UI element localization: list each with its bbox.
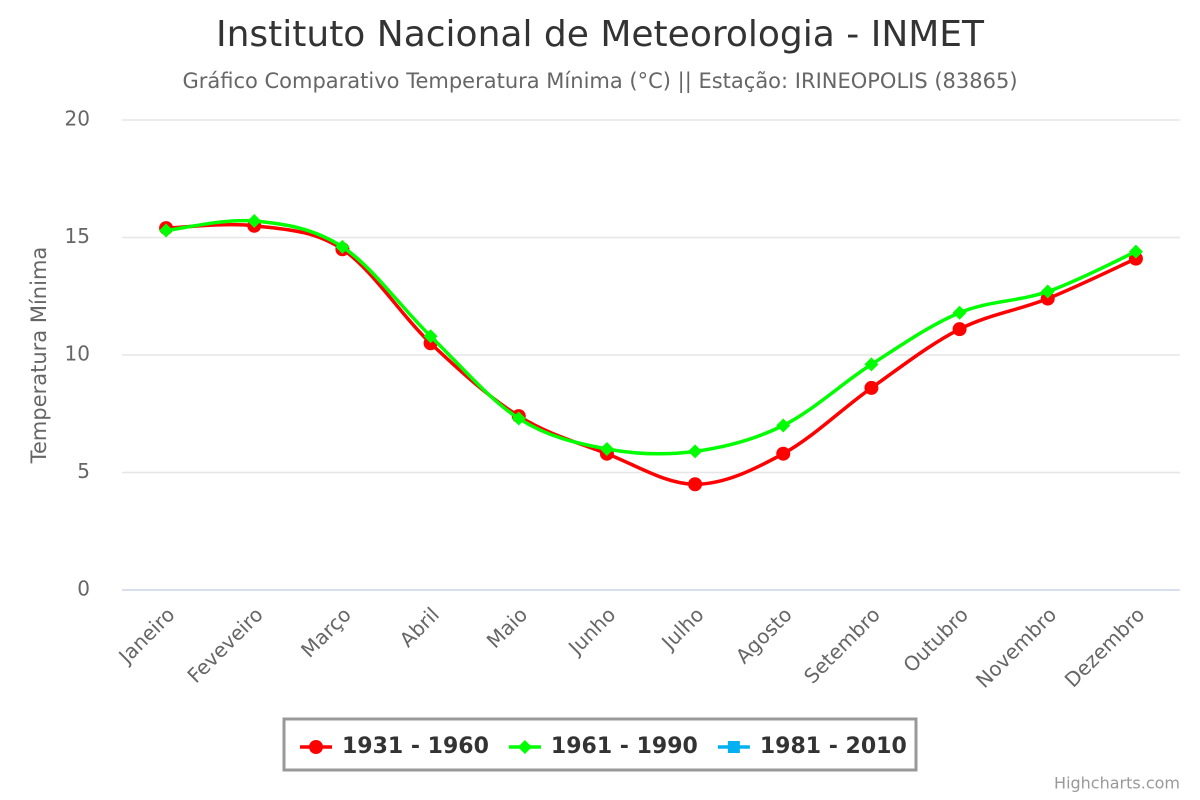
data-point [1040, 291, 1055, 306]
y-tick-label: 10 [65, 342, 90, 366]
y-tick-label: 20 [65, 107, 90, 131]
legend-symbol [309, 740, 323, 754]
data-point [247, 214, 262, 229]
data-point [952, 305, 967, 320]
x-tick-label: Dezembro [1060, 602, 1150, 692]
x-tick-label: Outubro [898, 602, 973, 677]
x-tick-label: Maio [482, 602, 532, 652]
legend-label[interactable]: 1961 - 1990 [551, 734, 698, 759]
data-point [335, 239, 350, 254]
data-point [688, 444, 703, 459]
x-tick-label: Agosto [731, 602, 797, 668]
x-tick-label: Julho [655, 602, 708, 655]
x-tick-label: Janeiro [113, 602, 180, 669]
legend-label[interactable]: 1981 - 2010 [760, 734, 907, 759]
data-point [511, 411, 526, 426]
y-tick-label: 5 [77, 459, 90, 483]
credits[interactable]: Highcharts.com [1054, 774, 1180, 793]
data-point [1128, 244, 1143, 259]
data-point [776, 446, 791, 461]
x-tick-label: Março [296, 602, 356, 662]
data-point [864, 380, 879, 395]
data-point [952, 322, 967, 337]
x-tick-label: Feveveiro [182, 602, 267, 687]
x-tick-label: Junho [562, 602, 620, 660]
x-tick-label: Abril [395, 602, 444, 651]
data-point [776, 418, 791, 433]
data-point [599, 442, 614, 456]
data-point [423, 329, 438, 344]
y-axis-label: Temperatura Mínima [27, 247, 51, 465]
data-point [688, 477, 703, 492]
chart-subtitle: Gráfico Comparativo Temperatura Mínima (… [182, 69, 1017, 94]
chart-title: Instituto Nacional de Meteorologia - INM… [216, 14, 985, 55]
series-line [165, 218, 1137, 456]
legend-symbol [727, 741, 740, 753]
x-tick-label: Setembro [799, 602, 885, 688]
x-tick-label: Novembro [971, 602, 1061, 692]
data-point [159, 223, 174, 238]
data-point [864, 357, 879, 372]
data-point [1040, 284, 1055, 299]
legend-label[interactable]: 1931 - 1960 [342, 734, 489, 759]
legend-symbol [517, 740, 532, 754]
legend-box [282, 717, 918, 772]
y-tick-label: 0 [77, 577, 90, 601]
y-tick-label: 15 [65, 224, 90, 248]
